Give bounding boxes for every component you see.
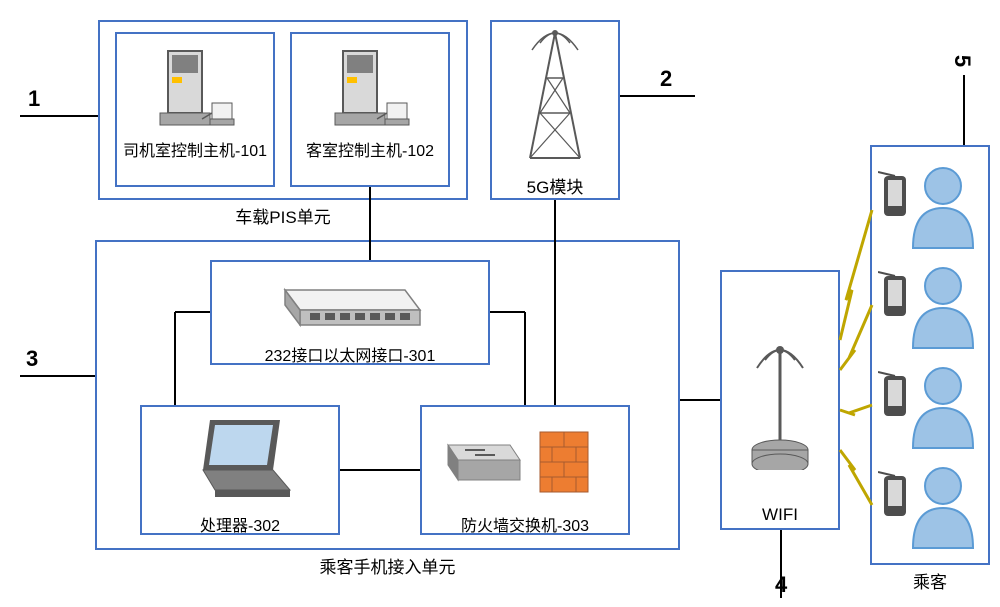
server2-label: 客室控制主机-102 <box>290 142 450 161</box>
leader-4 <box>780 530 782 598</box>
wifi-label: WIFI <box>720 505 840 525</box>
pax-label: 乘客 <box>870 568 990 593</box>
firewall-icon <box>440 420 610 505</box>
laptop-icon <box>185 415 295 505</box>
leader-3 <box>20 375 95 377</box>
leader-2 <box>620 95 695 97</box>
server-icon <box>150 45 240 140</box>
num-3: 3 <box>26 346 38 372</box>
passenger-4 <box>878 458 983 558</box>
g5-label: 5G模块 <box>490 173 620 198</box>
passenger-3 <box>878 358 983 458</box>
num-1: 1 <box>28 86 40 112</box>
num-2: 2 <box>660 66 672 92</box>
iface-label: 232接口以太网接口-301 <box>210 342 490 366</box>
fw-label: 防火墙交换机-303 <box>420 512 630 536</box>
switch-icon <box>275 270 425 335</box>
leader-1 <box>20 115 98 117</box>
passenger-1 <box>878 158 983 258</box>
passenger-2 <box>878 258 983 358</box>
leader-5 <box>963 75 965 145</box>
server-icon <box>325 45 415 140</box>
num-5: 5 <box>949 55 975 67</box>
server1-label: 司机室控制主机-101 <box>115 142 275 161</box>
tower-icon <box>510 28 600 168</box>
access-unit-label: 乘客手机接入单元 <box>95 553 680 578</box>
wifi-icon <box>740 310 820 470</box>
proc-label: 处理器-302 <box>140 512 340 536</box>
pis-unit-label: 车载PIS单元 <box>98 203 468 228</box>
